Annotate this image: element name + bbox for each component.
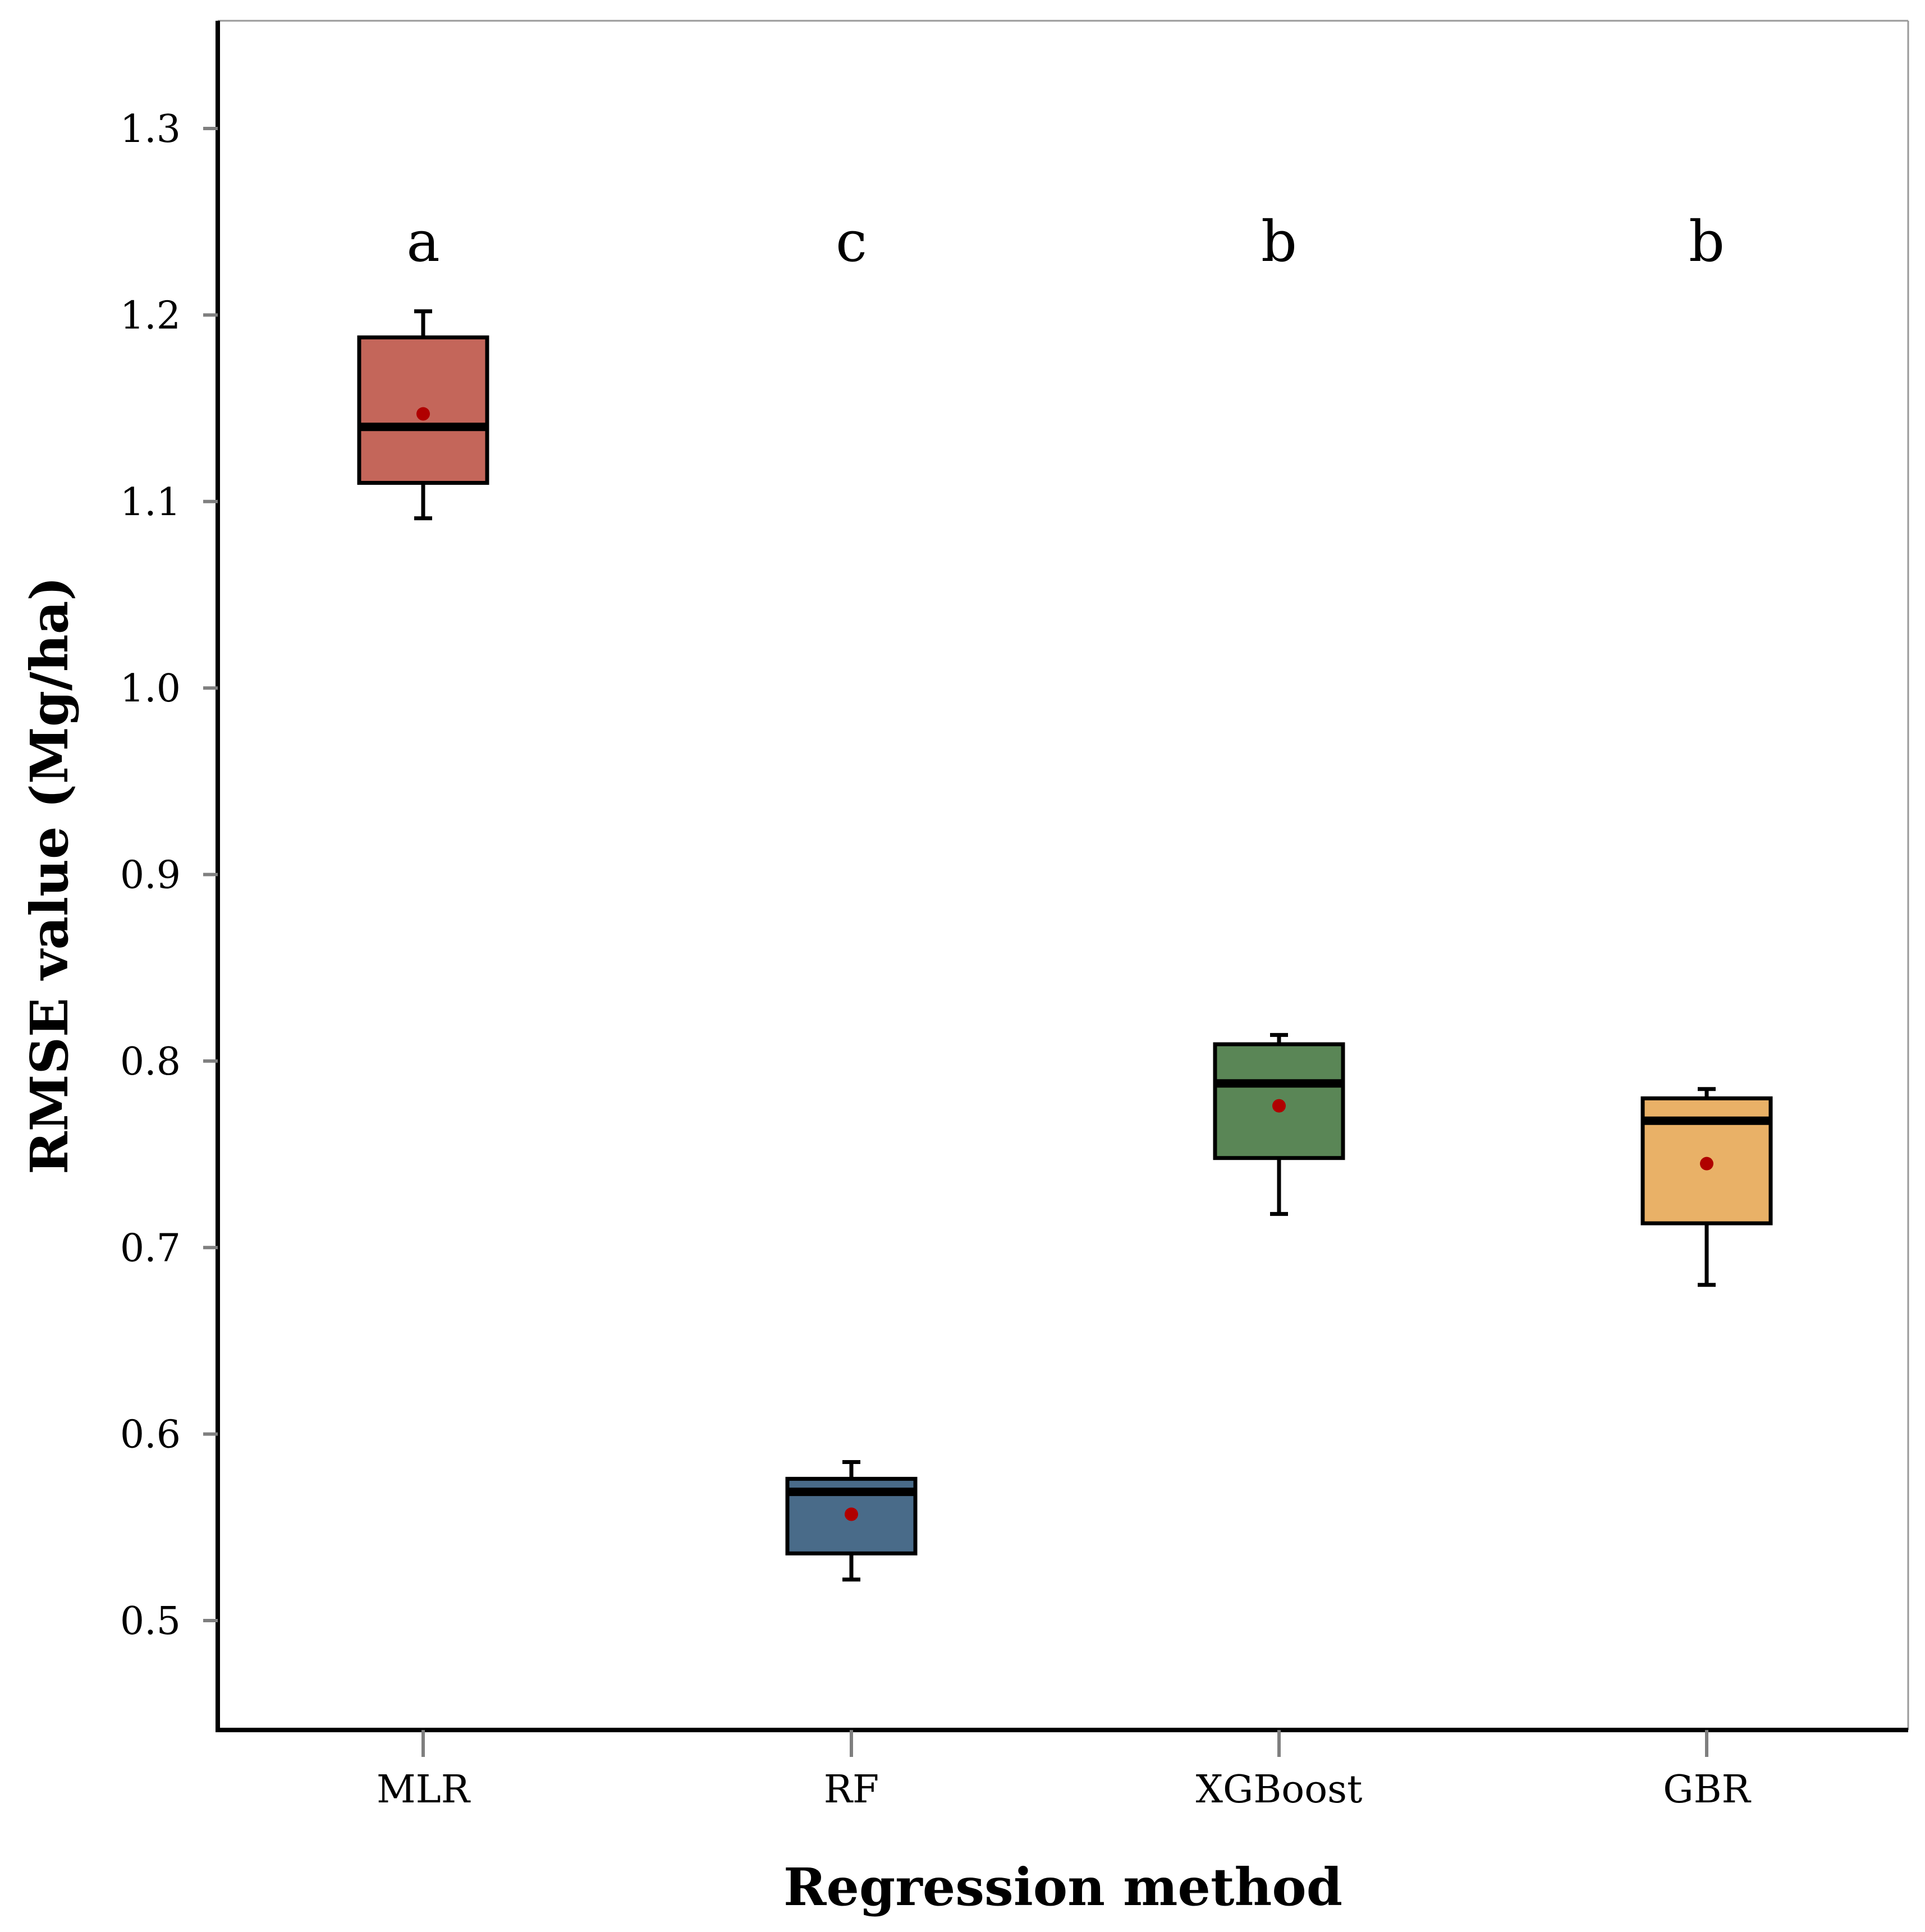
box-gbr (1640, 1087, 1773, 1287)
y-tick-label: 0.8 (120, 1040, 181, 1084)
significance-letter: c (836, 209, 867, 274)
y-tick-label: 1.3 (120, 107, 181, 152)
significance-letter: a (406, 209, 440, 274)
y-tick-label: 1.1 (120, 480, 181, 525)
y-tick-label: 1.2 (120, 293, 181, 338)
x-tick-label: MLR (377, 1768, 471, 1812)
box-mlr (357, 309, 489, 521)
significance-letter: b (1689, 209, 1725, 274)
x-tick-label: GBR (1663, 1768, 1751, 1812)
x-axis-ticks: MLR RF XGBoost GBR (377, 1730, 1752, 1812)
x-axis-title: Regression method (783, 1857, 1342, 1917)
x-tick-label: XGBoost (1196, 1768, 1363, 1812)
mean-point (845, 1507, 858, 1521)
y-axis-title: RMSE value (Mg/ha) (19, 576, 80, 1174)
x-tick-label: RF (824, 1768, 879, 1812)
box-series (357, 309, 1773, 1582)
significance-letter: b (1261, 209, 1297, 274)
y-tick-label: 0.7 (120, 1226, 181, 1270)
y-axis-ticks: 0.5 0.6 0.7 0.8 0.9 1.0 1.1 1.2 1.3 (120, 107, 218, 1644)
box-rf (785, 1460, 918, 1582)
y-tick-label: 1.0 (120, 667, 181, 711)
mean-point (1272, 1099, 1286, 1113)
y-tick-label: 0.9 (120, 853, 181, 898)
mean-point (1700, 1157, 1713, 1171)
y-tick-label: 0.5 (120, 1599, 181, 1644)
mean-point (416, 407, 430, 421)
box-xgboost (1213, 1032, 1345, 1216)
y-tick-label: 0.6 (120, 1413, 181, 1457)
